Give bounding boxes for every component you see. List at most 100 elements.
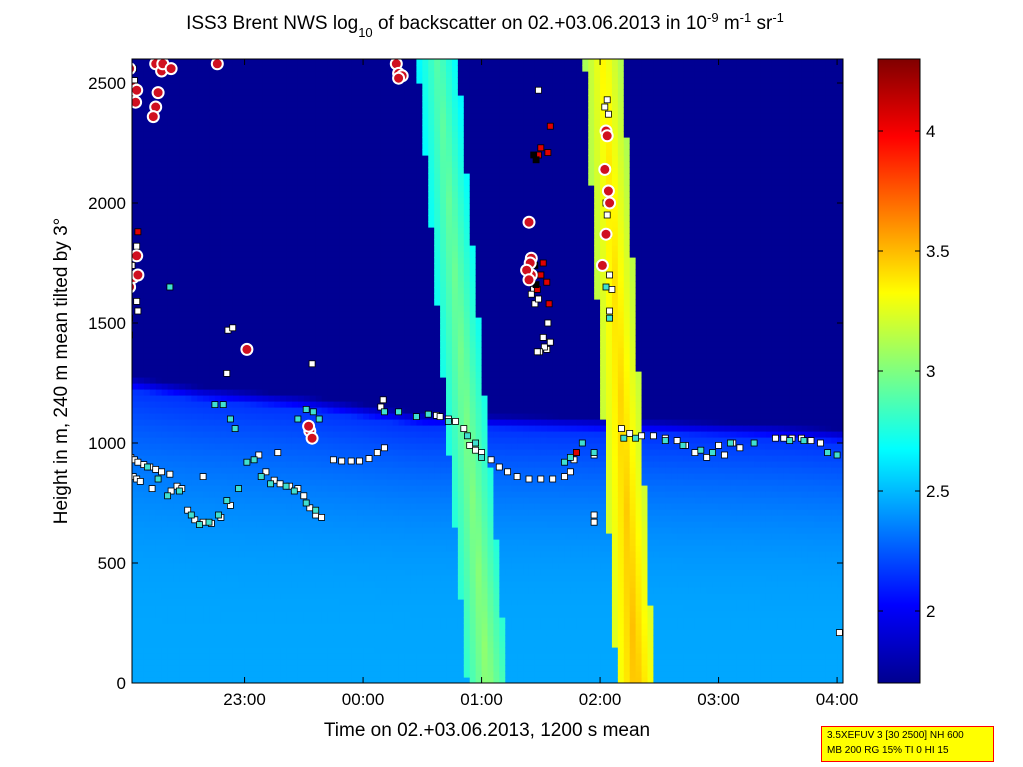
heatmap-cell: [232, 647, 240, 654]
heatmap-cell: [238, 119, 246, 126]
heatmap-cell: [369, 581, 376, 588]
heatmap-cell: [380, 347, 388, 354]
heatmap-cell: [197, 455, 204, 462]
heatmap-cell: [238, 89, 246, 96]
heatmap-cell: [244, 167, 252, 174]
heatmap-cell: [303, 233, 311, 240]
heatmap-cell: [179, 335, 186, 342]
heatmap-cell: [149, 425, 157, 432]
heatmap-cell: [185, 623, 192, 630]
heatmap-cell: [363, 95, 370, 102]
heatmap-cell: [214, 437, 222, 444]
heatmap-cell: [244, 407, 252, 414]
heatmap-cell: [191, 197, 198, 204]
heatmap-cell: [185, 245, 192, 252]
heatmap-cell: [309, 599, 317, 606]
heatmap-cell: [220, 293, 228, 300]
heatmap-cell: [137, 263, 145, 270]
heatmap-cell: [309, 455, 317, 462]
heatmap-cell: [238, 443, 246, 450]
heatmap-cell: [137, 533, 145, 540]
heatmap-cell: [327, 437, 335, 444]
heatmap-cell: [238, 425, 246, 432]
heatmap-cell: [327, 551, 335, 558]
heatmap-cell: [256, 263, 263, 270]
heatmap-cell: [386, 413, 394, 420]
heatmap-cell: [214, 125, 222, 132]
heatmap-cell: [280, 611, 287, 618]
heatmap-cell: [268, 473, 275, 480]
heatmap-cell: [209, 275, 216, 282]
heatmap-cell: [357, 137, 364, 144]
heatmap-cell: [321, 251, 329, 258]
heatmap-cell: [256, 533, 263, 540]
heatmap-cell: [132, 143, 139, 150]
heatmap-cell: [220, 545, 228, 552]
heatmap-cell: [363, 191, 370, 198]
heatmap-cell: [374, 209, 382, 216]
heatmap-cell: [357, 107, 364, 114]
heatmap-cell: [386, 125, 394, 132]
heatmap-cell: [244, 551, 252, 558]
heatmap-cell: [161, 77, 169, 84]
heatmap-cell: [214, 185, 222, 192]
heatmap-cell: [339, 605, 346, 612]
heatmap-cell: [410, 323, 417, 330]
heatmap-cell: [404, 635, 412, 642]
heatmap-cell: [256, 125, 263, 132]
heatmap-cell: [380, 599, 388, 606]
heatmap-cell: [161, 281, 169, 288]
heatmap-cell: [167, 503, 175, 510]
heatmap-cell: [256, 287, 263, 294]
heatmap-cell: [167, 599, 175, 606]
heatmap-cell: [297, 479, 305, 486]
heatmap-cell: [203, 491, 210, 498]
heatmap-cell: [209, 647, 216, 654]
heatmap-cell: [132, 449, 139, 456]
heatmap-cell: [297, 101, 305, 108]
heatmap-cell: [262, 89, 269, 96]
heatmap-cell: [238, 209, 246, 216]
heatmap-cell: [380, 269, 388, 276]
heatmap-cell: [203, 335, 210, 342]
heatmap-cell: [392, 203, 400, 210]
heatmap-cell: [286, 455, 293, 462]
heatmap-cell: [369, 89, 376, 96]
heatmap-cell: [226, 287, 234, 294]
heatmap-cell: [244, 239, 252, 246]
heatmap-cell: [214, 485, 222, 492]
heatmap-cell: [155, 149, 163, 156]
heatmap-cell: [303, 143, 311, 150]
heatmap-cell: [291, 437, 299, 444]
heatmap-cell: [256, 581, 263, 588]
heatmap-cell: [197, 437, 204, 444]
heatmap-cell: [161, 677, 169, 683]
heatmap-cell: [203, 503, 210, 510]
heatmap-cell: [291, 677, 299, 683]
heatmap-cell: [209, 197, 216, 204]
heatmap-cell: [262, 389, 269, 396]
heatmap-cell: [280, 221, 287, 228]
heatmap-cell: [149, 545, 157, 552]
heatmap-cell: [374, 359, 382, 366]
heatmap-cell: [137, 527, 145, 534]
heatmap-cell: [220, 107, 228, 114]
heatmap-cell: [173, 227, 180, 234]
heatmap-cell: [327, 653, 335, 660]
heatmap-cell: [185, 323, 192, 330]
heatmap-cell: [357, 509, 364, 516]
heatmap-cell: [173, 647, 180, 654]
heatmap-cell: [161, 293, 169, 300]
heatmap-cell: [286, 527, 293, 534]
heatmap-cell: [209, 605, 216, 612]
heatmap-cell: [167, 293, 175, 300]
heatmap-cell: [374, 677, 382, 683]
heatmap-cell: [220, 389, 228, 396]
heatmap-cell: [161, 137, 169, 144]
heatmap-cell: [404, 515, 412, 522]
heatmap-cell: [339, 101, 346, 108]
heatmap-cell: [191, 143, 198, 150]
heatmap-cell: [238, 563, 246, 570]
heatmap-cell: [398, 485, 406, 492]
heatmap-cell: [327, 323, 335, 330]
